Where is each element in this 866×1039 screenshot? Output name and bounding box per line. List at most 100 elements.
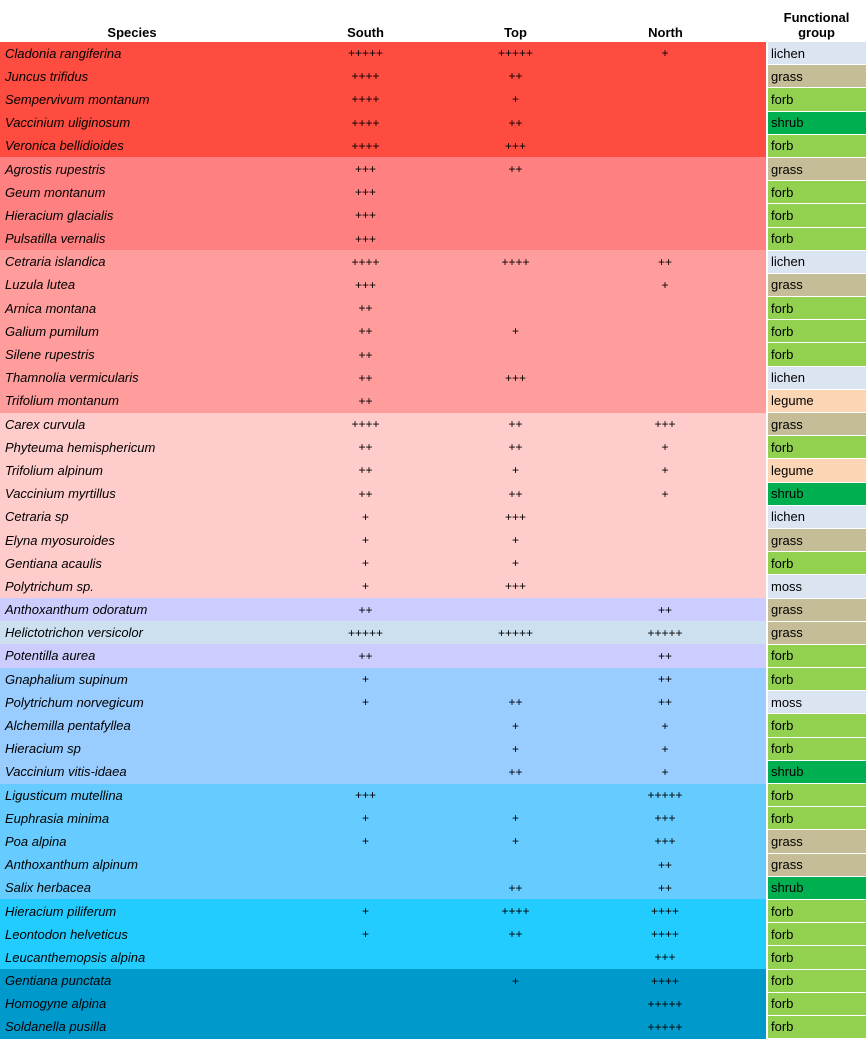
top-cell: ++ xyxy=(467,157,564,181)
south-cell: ++++ xyxy=(264,250,467,274)
species-cell: Cladonia rangiferina xyxy=(0,42,264,65)
species-cell: Leucanthemopsis alpina xyxy=(0,945,264,969)
species-cell: Gentiana acaulis xyxy=(0,551,264,575)
species-cell: Vaccinium vitis-idaea xyxy=(0,760,264,784)
north-cell: ++++ xyxy=(564,969,767,993)
header-species: Species xyxy=(107,25,157,40)
north-cell: +++ xyxy=(564,412,767,436)
south-cell: ++ xyxy=(264,435,467,459)
species-cell: Ligusticum mutellina xyxy=(0,783,264,807)
top-cell xyxy=(467,644,564,668)
table-row: Salix herbacea ++ ++ shrub xyxy=(0,876,866,900)
species-cell: Hieracium sp xyxy=(0,737,264,761)
north-cell xyxy=(564,203,767,227)
table-row: Homogyne alpina +++++ forb xyxy=(0,992,866,1016)
top-cell: ++ xyxy=(467,482,564,506)
top-cell: ++ xyxy=(467,412,564,436)
south-cell xyxy=(264,876,467,900)
species-cell: Poa alpina xyxy=(0,829,264,854)
functional-group-cell: shrub xyxy=(766,111,866,135)
species-cell: Carex curvula xyxy=(0,412,264,436)
table-row: Arnica montana ++ forb xyxy=(0,296,866,321)
top-cell: +++++ xyxy=(467,42,564,65)
table-row: Polytrichum norvegicum + ++ ++ moss xyxy=(0,690,866,715)
species-cell: Veronica bellidioides xyxy=(0,134,264,158)
north-cell: + xyxy=(564,273,767,297)
species-cell: Thamnolia vermicularis xyxy=(0,366,264,390)
functional-group-cell: grass xyxy=(766,621,866,645)
top-cell: + xyxy=(467,806,564,830)
south-cell: ++ xyxy=(264,366,467,390)
north-cell xyxy=(564,389,767,413)
top-cell: ++ xyxy=(467,922,564,946)
functional-group-cell: forb xyxy=(766,667,866,692)
north-cell: +++ xyxy=(564,806,767,830)
functional-group-cell: forb xyxy=(766,783,866,808)
species-cell: Anthoxanthum alpinum xyxy=(0,853,264,877)
table-row: Gnaphalium supinum + ++ forb xyxy=(0,667,866,692)
top-cell: + xyxy=(467,713,564,738)
north-cell xyxy=(564,551,767,575)
south-cell: ++ xyxy=(264,644,467,668)
top-cell: + xyxy=(467,528,564,552)
species-cell: Phyteuma hemisphericum xyxy=(0,435,264,459)
south-cell xyxy=(264,945,467,969)
south-cell: ++++ xyxy=(264,87,467,112)
north-cell: +++ xyxy=(564,945,767,969)
table-row: Leucanthemopsis alpina +++ forb xyxy=(0,945,866,970)
south-cell: + xyxy=(264,899,467,923)
north-cell: + xyxy=(564,713,767,738)
top-cell xyxy=(467,667,564,691)
south-cell: + xyxy=(264,667,467,691)
table-row: Thamnolia vermicularis ++ +++ lichen xyxy=(0,366,866,390)
south-cell: + xyxy=(264,690,467,714)
south-cell: +++ xyxy=(264,227,467,251)
species-cell: Geum montanum xyxy=(0,180,264,204)
south-cell xyxy=(264,713,467,738)
table-row: Hieracium sp + + forb xyxy=(0,737,866,761)
table-row: Cetraria islandica ++++ ++++ ++ lichen xyxy=(0,250,866,274)
table-row: Helictotrichon versicolor +++++ +++++ +++++… xyxy=(0,621,866,645)
functional-group-cell: forb xyxy=(766,296,866,321)
north-cell xyxy=(564,180,767,204)
north-cell xyxy=(564,366,767,390)
south-cell xyxy=(264,969,467,993)
north-cell xyxy=(564,111,767,135)
species-cell: Cetraria sp xyxy=(0,505,264,529)
functional-group-cell: moss xyxy=(766,690,866,715)
table-row: Galium pumilum ++ + forb xyxy=(0,319,866,344)
south-cell xyxy=(264,1015,467,1039)
species-cell: Homogyne alpina xyxy=(0,992,264,1016)
table-row: Anthoxanthum alpinum ++ grass xyxy=(0,853,866,877)
functional-group-cell: lichen xyxy=(766,250,866,274)
south-cell: + xyxy=(264,806,467,830)
table-row: Elyna myosuroides + + grass xyxy=(0,528,866,553)
top-cell: + xyxy=(467,829,564,854)
species-cell: Gentiana punctata xyxy=(0,969,264,993)
north-cell: ++ xyxy=(564,667,767,691)
functional-group-cell: forb xyxy=(766,551,866,576)
species-cell: Sempervivum montanum xyxy=(0,87,264,112)
header-south: South xyxy=(347,25,384,40)
species-cell: Cetraria islandica xyxy=(0,250,264,274)
species-cell: Vaccinium uliginosum xyxy=(0,111,264,135)
table-row: Vaccinium myrtillus ++ ++ + shrub xyxy=(0,482,866,506)
species-cell: Luzula lutea xyxy=(0,273,264,297)
functional-group-cell: lichen xyxy=(766,366,866,390)
top-cell: + xyxy=(467,737,564,761)
table-row: Carex curvula ++++ ++ +++ grass xyxy=(0,412,866,437)
north-cell: ++ xyxy=(564,644,767,668)
species-cell: Hieracium glacialis xyxy=(0,203,264,227)
top-cell xyxy=(467,180,564,204)
south-cell: +++ xyxy=(264,783,467,807)
species-cell: Arnica montana xyxy=(0,296,264,320)
south-cell xyxy=(264,737,467,761)
south-cell: +++ xyxy=(264,203,467,227)
functional-group-cell: forb xyxy=(766,969,866,993)
north-cell: +++++ xyxy=(564,992,767,1016)
functional-group-cell: forb xyxy=(766,319,866,344)
species-cell: Anthoxanthum odoratum xyxy=(0,598,264,622)
functional-group-cell: grass xyxy=(766,157,866,182)
functional-group-cell: grass xyxy=(766,64,866,89)
south-cell: +++ xyxy=(264,180,467,204)
